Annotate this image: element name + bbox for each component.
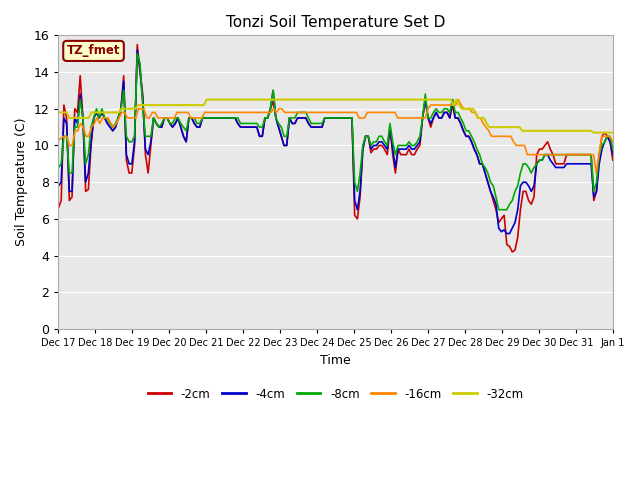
- Y-axis label: Soil Temperature (C): Soil Temperature (C): [15, 118, 28, 246]
- Legend: -2cm, -4cm, -8cm, -16cm, -32cm: -2cm, -4cm, -8cm, -16cm, -32cm: [143, 383, 529, 405]
- X-axis label: Time: Time: [320, 354, 351, 367]
- Text: TZ_fmet: TZ_fmet: [67, 45, 120, 58]
- Title: Tonzi Soil Temperature Set D: Tonzi Soil Temperature Set D: [226, 15, 445, 30]
